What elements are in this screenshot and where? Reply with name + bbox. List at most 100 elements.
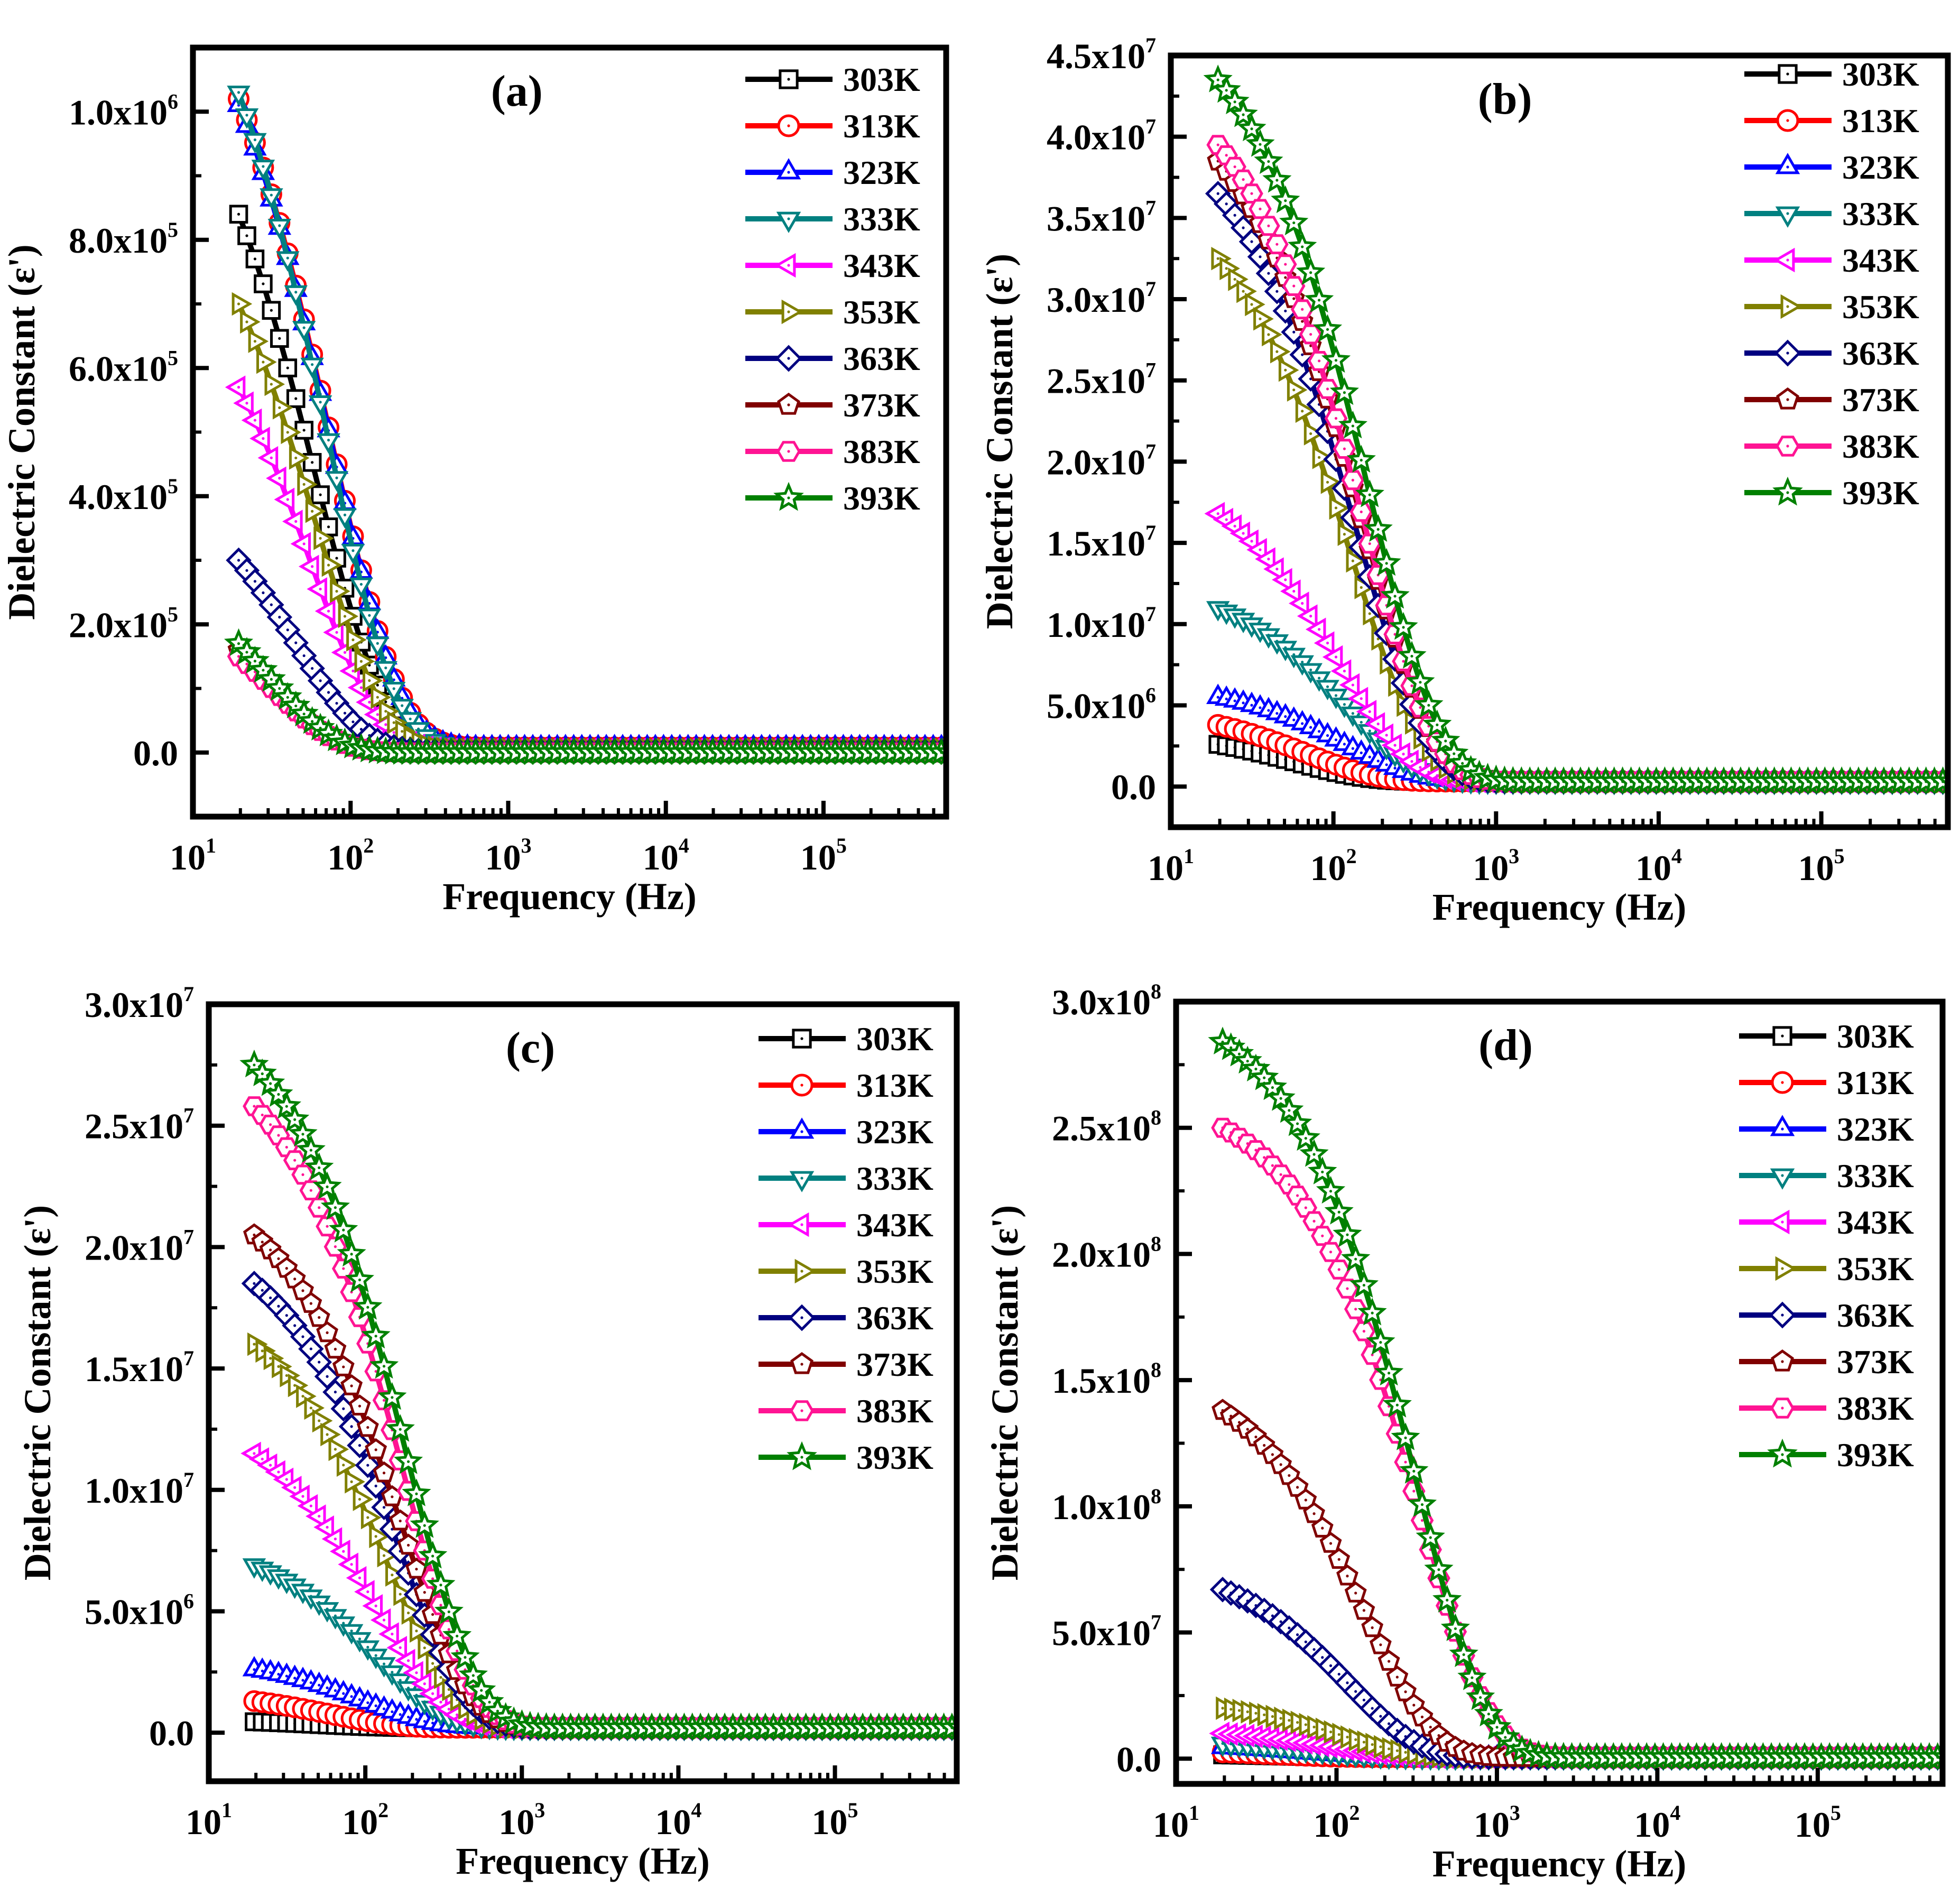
- marker-center-dot: [401, 704, 404, 707]
- marker-center-dot: [392, 687, 395, 690]
- series-393K: [1203, 64, 1948, 794]
- data-point-333K: [317, 433, 340, 454]
- marker-center-dot: [237, 559, 241, 562]
- data-point-343K: [331, 641, 352, 664]
- data-point-333K: [275, 251, 300, 272]
- data-point-343K: [241, 408, 262, 432]
- legend-label-333K: 333K: [843, 200, 920, 238]
- marker-center-dot: [1351, 683, 1354, 687]
- marker-center-dot: [1275, 243, 1279, 246]
- marker-center-dot: [285, 1674, 288, 1678]
- y-tick-label: 4.0x105: [69, 474, 178, 517]
- data-point-343K: [354, 1580, 375, 1604]
- marker-center-dot: [1275, 179, 1279, 182]
- marker-center-dot: [1242, 290, 1245, 293]
- marker-center-dot: [327, 525, 330, 529]
- marker-center-dot: [294, 704, 298, 708]
- marker-center-dot: [334, 1538, 337, 1541]
- marker-center-dot: [278, 616, 281, 619]
- marker-center-dot: [1309, 726, 1312, 729]
- chart-panel-a: 101 102 103 104 1050.02.0x1054.0x1056.0x1058…: [1, 44, 949, 918]
- marker-center-dot: [399, 1679, 402, 1682]
- marker-center-dot: [1284, 199, 1287, 202]
- marker-center-dot: [302, 326, 306, 329]
- marker-center-dot: [286, 366, 289, 369]
- data-point-333K: [227, 86, 251, 106]
- data-point-343K: [306, 1504, 326, 1528]
- data-point-343K: [1381, 733, 1402, 757]
- y-tick-label: 0.0: [133, 733, 178, 773]
- x-tick-label: 103: [1473, 844, 1519, 888]
- legend-marker-303K: [1778, 64, 1798, 84]
- marker-center-dot: [406, 1715, 410, 1719]
- legend-label-363K: 363K: [843, 340, 920, 377]
- marker-center-dot: [382, 1618, 386, 1622]
- marker-center-dot: [1216, 192, 1219, 195]
- marker-center-dot: [376, 696, 379, 699]
- marker-center-dot: [1292, 718, 1296, 721]
- marker-center-dot: [423, 1720, 426, 1723]
- marker-center-dot: [1267, 709, 1270, 712]
- marker-center-dot: [237, 212, 241, 216]
- marker-center-dot: [326, 1375, 329, 1378]
- marker-center-dot: [1368, 493, 1371, 496]
- data-point-353K: [1312, 446, 1333, 469]
- marker-center-dot: [262, 669, 265, 672]
- marker-center-dot: [1351, 478, 1354, 482]
- marker-center-dot: [253, 419, 257, 422]
- marker-center-dot: [1250, 704, 1253, 707]
- marker-center-dot: [1267, 558, 1270, 561]
- data-point-343K: [274, 487, 295, 512]
- marker-center-dot: [350, 1425, 353, 1428]
- marker-center-dot: [278, 477, 281, 480]
- marker-center-dot: [245, 234, 248, 237]
- x-tick-label: 105: [800, 834, 847, 877]
- marker-center-dot: [1368, 729, 1371, 733]
- marker-center-dot: [311, 565, 314, 568]
- marker-center-dot: [270, 603, 273, 606]
- marker-center-dot: [1786, 491, 1789, 494]
- x-axis-title: Frequency (Hz): [1432, 886, 1687, 928]
- marker-center-dot: [245, 402, 248, 405]
- marker-center-dot: [1301, 308, 1304, 311]
- marker-center-dot: [1250, 240, 1253, 243]
- legend-label-303K: 303K: [1842, 55, 1919, 93]
- data-point-343K: [338, 1552, 358, 1576]
- marker-center-dot: [277, 1304, 280, 1308]
- marker-center-dot: [1233, 100, 1236, 104]
- x-tick-label: 101: [1148, 844, 1194, 888]
- data-point-343K: [257, 446, 279, 470]
- marker-center-dot: [277, 1470, 280, 1474]
- data-point-353K: [401, 1601, 422, 1625]
- marker-center-dot: [1250, 192, 1253, 195]
- marker-center-dot: [270, 383, 273, 386]
- data-point-353K: [354, 649, 375, 673]
- data-point-353K: [1262, 322, 1282, 347]
- marker-center-dot: [1786, 398, 1789, 401]
- legend-label-343K: 343K: [843, 247, 920, 284]
- marker-center-dot: [334, 1689, 337, 1692]
- marker-center-dot: [1444, 739, 1447, 743]
- legend-label-353K: 353K: [1842, 288, 1919, 326]
- y-tick-label: 5.0x106: [1047, 683, 1156, 726]
- marker-center-dot: [326, 1525, 329, 1529]
- marker-center-dot: [366, 1645, 369, 1649]
- data-point-353K: [313, 526, 334, 550]
- marker-center-dot: [439, 1676, 442, 1679]
- data-point-343K: [307, 577, 327, 601]
- marker-center-dot: [1284, 309, 1287, 312]
- marker-center-dot: [334, 1448, 337, 1451]
- marker-center-dot: [327, 439, 330, 442]
- data-point-343K: [386, 1635, 407, 1660]
- y-tick-label: 0.0: [1111, 767, 1156, 807]
- marker-center-dot: [368, 700, 371, 704]
- marker-center-dot: [309, 1406, 312, 1410]
- data-point-353K: [305, 499, 326, 523]
- marker-center-dot: [359, 582, 363, 586]
- plot-area: [1203, 64, 1948, 795]
- marker-center-dot: [270, 678, 273, 681]
- legend-marker-333K: [1775, 206, 1800, 228]
- marker-center-dot: [294, 641, 298, 644]
- data-point-343K: [1272, 568, 1292, 592]
- legend-marker-323K: [776, 158, 801, 180]
